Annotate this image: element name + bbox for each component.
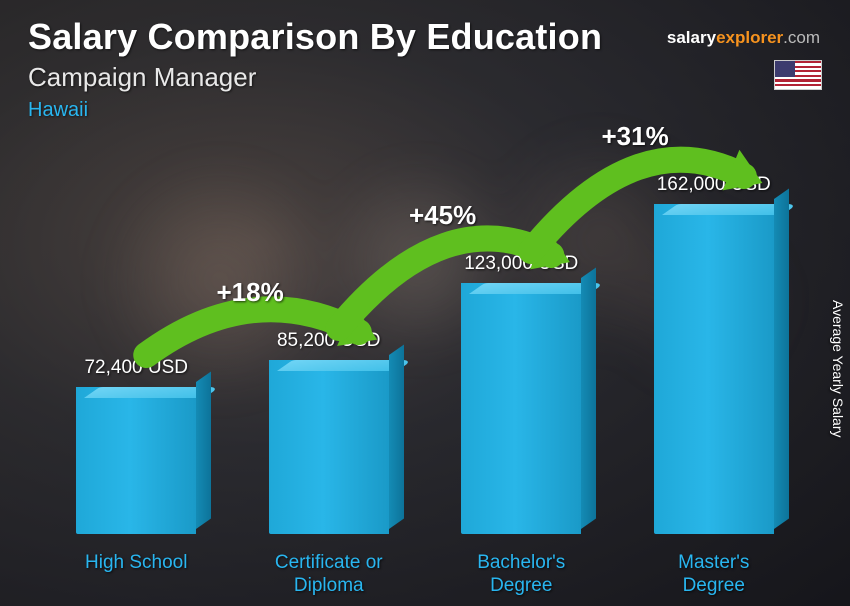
bar-value-label: 162,000 USD (657, 174, 771, 196)
bar (269, 360, 389, 534)
bar (461, 283, 581, 534)
country-flag-icon (774, 60, 822, 90)
bar (76, 387, 196, 534)
y-axis-label: Average Yearly Salary (830, 300, 846, 438)
bar-value-label: 72,400 USD (84, 357, 188, 379)
brand-suffix: .com (783, 28, 820, 47)
category-label: Master'sDegree (624, 552, 804, 598)
category-label: High School (46, 552, 226, 598)
brand-mid: explorer (716, 28, 783, 47)
bar-value-label: 123,000 USD (464, 253, 578, 275)
bar-group: 72,400 USD (46, 357, 226, 534)
category-labels: High School Certificate orDiploma Bachelor… (40, 552, 810, 598)
bar-group: 162,000 USD (624, 174, 804, 534)
brand-logo: salaryexplorer.com (667, 28, 820, 48)
bars-container: 72,400 USD 85,200 USD 123,000 USD 162,000 U… (40, 170, 810, 534)
job-title: Campaign Manager (28, 62, 830, 93)
salary-bar-chart: 72,400 USD 85,200 USD 123,000 USD 162,000 U… (40, 170, 810, 534)
bar-group: 123,000 USD (431, 253, 611, 534)
bar (654, 204, 774, 534)
region-label: Hawaii (28, 99, 830, 122)
bar-value-label: 85,200 USD (277, 330, 381, 352)
category-label: Bachelor'sDegree (431, 552, 611, 598)
brand-prefix: salary (667, 28, 716, 47)
category-label: Certificate orDiploma (239, 552, 419, 598)
bar-group: 85,200 USD (239, 330, 419, 534)
